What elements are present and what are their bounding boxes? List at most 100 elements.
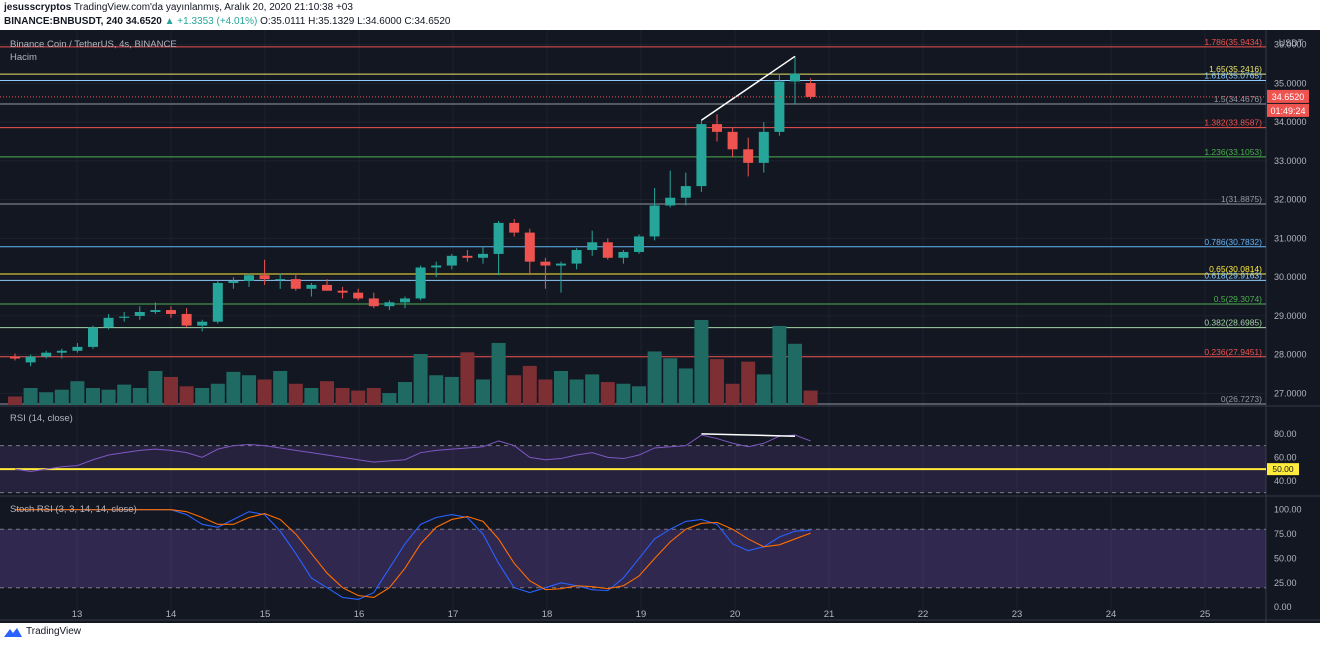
candle-body: [290, 279, 301, 289]
candle-body: [134, 312, 145, 316]
volume-bar: [164, 376, 178, 405]
candle-body: [181, 313, 192, 326]
fib-level-label: 1.236(33.1053): [1204, 147, 1262, 157]
countdown-badge: [1267, 103, 1309, 117]
fib-level-label: 1.786(35.9434): [1204, 37, 1262, 47]
publish-date: TradingView.com'da yayınlanmış, Aralık 2…: [73, 2, 353, 13]
volume-bar: [522, 365, 537, 405]
price-tick-label: 31.0000: [1274, 233, 1307, 243]
brand-name: TradingView: [26, 626, 82, 637]
fib-level-label: 0(26.7273): [1221, 394, 1262, 404]
volume-bar: [460, 352, 475, 405]
rsi-line: [14, 434, 811, 472]
publish-info: jesusscryptos TradingView.com'da yayınla…: [4, 2, 353, 13]
volume-bar: [398, 382, 412, 405]
price-change: ▲ +1.3353 (+4.01%): [164, 16, 258, 27]
stoch-tick-label: 75.00: [1274, 529, 1297, 539]
volume-bar: [538, 379, 553, 405]
volume-bar: [413, 354, 428, 405]
volume-bar: [132, 388, 147, 405]
time-tick-label: 22: [918, 609, 929, 620]
volume-bar: [148, 371, 163, 405]
candle-body: [103, 317, 114, 328]
candle-body: [540, 261, 551, 266]
candle-body: [743, 149, 754, 163]
volume-bar: [257, 379, 272, 405]
axes: 34.6520 01:49:24 27.0000 28.0000 29.0000 30.0…: [72, 40, 1309, 620]
volume-bar: [491, 342, 506, 405]
volume-bar: [600, 382, 615, 405]
stoch-tick-label: 25.00: [1274, 578, 1297, 588]
volume-bar: [725, 383, 740, 405]
rsi-tick-label: 60.00: [1274, 452, 1297, 462]
author-name[interactable]: jesusscryptos: [4, 2, 72, 13]
candle-body: [618, 251, 629, 258]
volume-bar: [756, 374, 771, 405]
candle-body: [790, 73, 800, 82]
volume-bar: [242, 375, 256, 405]
rsi-tick-label: 80.00: [1274, 429, 1297, 439]
ohlc-values: O:35.0111 H:35.1329 L:34.6000 C:34.6520: [260, 16, 451, 27]
chart-canvas[interactable]: 1.786(35.9434) 1.65(35.2416)1.618(35.0765…: [0, 30, 1320, 623]
stoch-title: Stoch RSI (3, 3, 14, 14, close): [10, 504, 137, 515]
price-tick-label: 36.0000: [1274, 40, 1307, 50]
volume-bar: [663, 358, 678, 405]
volume-bar: [585, 374, 600, 405]
candle-body: [493, 222, 504, 254]
candle-body: [649, 205, 660, 237]
candle-body: [353, 292, 364, 299]
volume-bar: [288, 383, 303, 405]
volume-bar: [694, 320, 709, 405]
price-tick-label: 27.0000: [1274, 388, 1307, 398]
candle-body: [25, 356, 36, 363]
chart-title: Binance Coin / TetherUS, 4s, BINANCE: [10, 39, 177, 50]
fib-level-label: 1.618(35.0765): [1204, 70, 1262, 80]
candle-body: [712, 124, 722, 132]
time-tick-label: 14: [166, 609, 177, 620]
candle-body: [56, 350, 67, 353]
time-tick-label: 23: [1012, 609, 1023, 620]
volume-bar: [444, 376, 459, 405]
symbol-name: BINANCE:BNBUSDT, 240: [4, 16, 123, 27]
time-tick-label: 16: [354, 609, 365, 620]
rsi-pane[interactable]: [0, 433, 1266, 494]
candle-body: [368, 298, 379, 307]
last-price: 34.6520: [125, 16, 162, 27]
volume-bar: [70, 381, 85, 405]
candle-body: [244, 275, 254, 282]
volume-bar: [335, 388, 350, 405]
fib-level-label: 0.618(29.9163): [1204, 270, 1262, 280]
price-tick-label: 28.0000: [1274, 350, 1307, 360]
candle-body: [602, 242, 613, 258]
candle-body: [228, 281, 239, 283]
tradingview-logo-icon: [4, 628, 22, 637]
fib-level-label: 0.786(30.7832): [1204, 237, 1262, 247]
candle-body: [119, 316, 130, 318]
candle-body: [400, 298, 410, 303]
volume-bar: [803, 390, 818, 405]
volume-bar: [569, 379, 584, 405]
volume-bar: [86, 388, 100, 405]
candle-body: [197, 321, 208, 326]
volume-bar: [710, 359, 724, 405]
candle-body: [634, 236, 644, 252]
candle-body: [478, 253, 488, 258]
rsi-title: RSI (14, close): [10, 413, 73, 424]
stoch-band-fill: [0, 529, 1266, 588]
candle-body: [462, 255, 473, 258]
price-tick-label: 29.0000: [1274, 311, 1307, 321]
rsi-level-badge: [1267, 463, 1299, 476]
price-tick-label: 30.0000: [1274, 272, 1307, 282]
candles: [0, 55, 1266, 367]
stoch-rsi-pane[interactable]: [0, 509, 1266, 600]
candle-body: [306, 284, 317, 289]
volume-bar: [647, 351, 662, 405]
volume-bar: [788, 343, 802, 405]
fib-level-label: 0.382(28.6985): [1204, 318, 1262, 328]
currency-label[interactable]: USDT: [1279, 38, 1304, 48]
price-tick-label: 35.0000: [1274, 78, 1307, 88]
volume-bar: [554, 371, 568, 405]
time-tick-label: 17: [448, 609, 459, 620]
candle-body: [680, 186, 691, 198]
candle-body: [150, 310, 161, 313]
